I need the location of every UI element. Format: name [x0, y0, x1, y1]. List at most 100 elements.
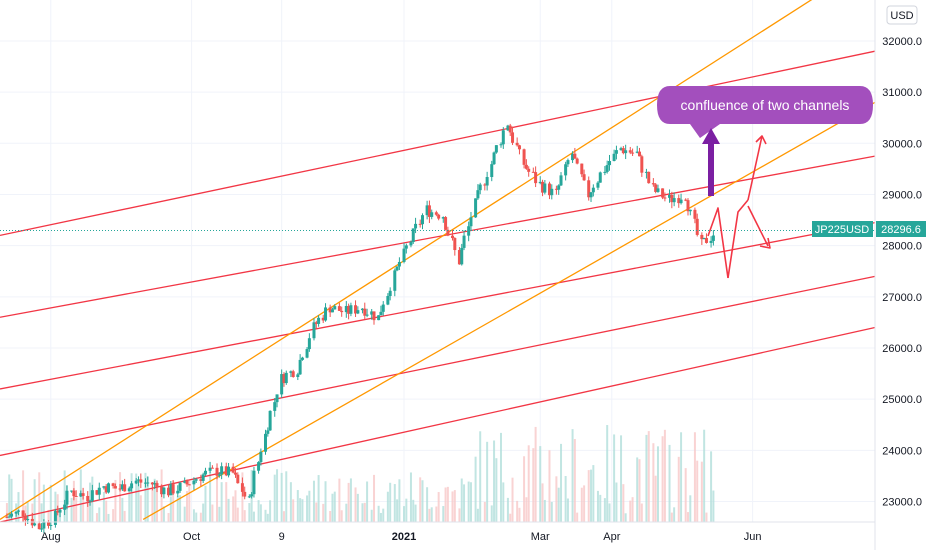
volume-bar	[460, 478, 463, 522]
y-tick-label: 27000.0	[882, 292, 922, 304]
candle-body	[137, 479, 141, 481]
currency-box[interactable]	[886, 5, 918, 25]
candle-body	[554, 188, 558, 190]
candle-body	[557, 185, 561, 190]
candle-body	[395, 266, 399, 271]
candle-body	[153, 483, 157, 485]
annotation-text: confluence of two channels	[681, 97, 850, 113]
candle-body	[280, 374, 284, 395]
candle-body	[702, 237, 706, 240]
candle-body	[81, 493, 85, 496]
forecast-stroke	[707, 207, 729, 279]
candle-body	[5, 516, 9, 518]
candle-body	[16, 510, 20, 512]
volume-bar	[192, 509, 195, 522]
candle-body	[624, 150, 628, 154]
candle-body	[679, 199, 683, 204]
time-axis[interactable]: Aug Oct 9 2021 Mar Apr Jun	[41, 531, 762, 543]
volume-bar	[647, 431, 650, 522]
volume-bar	[285, 471, 288, 522]
candle-body	[631, 152, 635, 154]
volume-bar	[296, 490, 299, 522]
volume-bar	[5, 503, 8, 522]
candle-body	[494, 145, 498, 153]
candle-body	[300, 357, 304, 360]
volume-bar	[86, 502, 89, 522]
volume-bar	[606, 425, 609, 522]
candle-body	[596, 182, 600, 188]
candle-body	[354, 305, 358, 314]
candle-body	[628, 150, 632, 153]
volume-bar	[624, 513, 627, 522]
volume-bar	[179, 495, 182, 522]
volume-bar	[338, 478, 341, 522]
volume-bar	[613, 434, 616, 522]
candle-body	[250, 494, 254, 497]
volume-bar	[186, 491, 189, 522]
candle-body	[275, 394, 279, 403]
candle-body	[233, 472, 237, 475]
volume-bar	[167, 513, 170, 522]
channel-line-red	[0, 50, 876, 237]
volume-bar	[354, 487, 357, 522]
candle-body	[508, 125, 512, 133]
volume-bar	[227, 498, 230, 522]
candle-body	[312, 322, 316, 339]
candle-body	[273, 402, 277, 411]
candle-body	[670, 194, 674, 203]
candle-body	[527, 168, 531, 172]
volume-bar	[499, 432, 502, 522]
candle-body	[289, 371, 293, 373]
candle-body	[501, 130, 505, 145]
volume-bar	[128, 486, 131, 522]
volume-bar	[414, 504, 417, 522]
volume-bar	[135, 473, 138, 522]
volume-bar	[587, 470, 590, 522]
volume-bar	[511, 477, 514, 522]
volume-bar	[693, 432, 696, 522]
candle-body	[252, 470, 256, 495]
candle-body	[65, 490, 69, 505]
volume-bar	[451, 491, 454, 522]
candle-body	[381, 304, 385, 312]
candle-body	[33, 523, 37, 526]
symbol-tag	[812, 221, 873, 237]
candle-body	[284, 372, 288, 384]
volume-bar	[317, 475, 320, 522]
candle-body	[635, 151, 639, 153]
volume-bar	[599, 494, 602, 522]
volume-bar	[273, 474, 276, 522]
volume-bar	[608, 503, 611, 522]
candle-body	[677, 198, 681, 204]
volume-bar	[393, 484, 396, 522]
volume-bar	[550, 501, 553, 522]
price-axis[interactable]: 23000.0 24000.0 25000.0 26000.0 27000.0 28000…	[882, 36, 922, 509]
candle-body	[647, 171, 651, 184]
volume-bar	[266, 513, 269, 522]
volume-bar	[75, 497, 78, 522]
volume-bar	[525, 497, 528, 522]
candle-body	[53, 510, 57, 525]
candle-body	[709, 240, 713, 243]
candle-body	[37, 523, 41, 530]
candle-body	[243, 491, 247, 497]
volume-bar	[668, 444, 671, 522]
candle-body	[515, 142, 519, 146]
candle-body	[430, 212, 434, 217]
candle-body	[259, 451, 263, 463]
y-tick-label: 32000.0	[882, 36, 922, 48]
volume-bar	[225, 482, 228, 522]
volume-bar	[42, 484, 45, 522]
candle-body	[102, 486, 106, 488]
x-tick-label: 9	[279, 531, 285, 543]
candle-body	[26, 518, 30, 520]
candle-body	[23, 516, 27, 520]
volume-bar	[199, 512, 202, 522]
candle-body	[598, 172, 602, 183]
x-tick-label: Mar	[531, 531, 550, 543]
volume-bar	[398, 479, 401, 522]
volume-bar	[72, 480, 75, 522]
candle-body	[446, 229, 450, 236]
